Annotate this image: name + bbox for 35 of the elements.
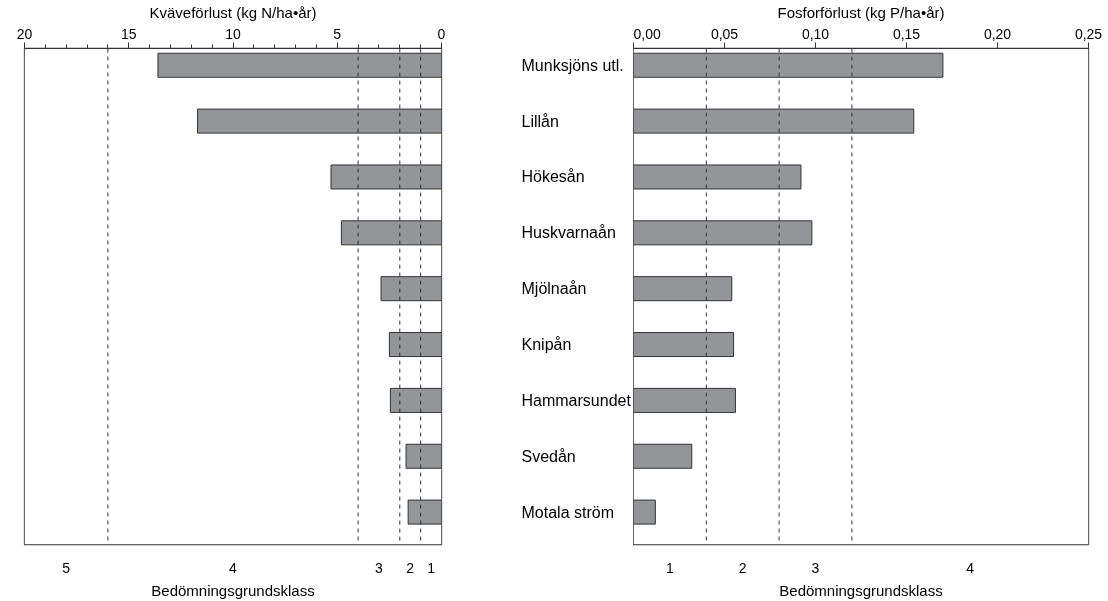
y-tick-label: Svedån [521,447,576,465]
band-label: 1 [427,559,436,576]
x-tick-label: 20 [16,25,33,42]
x-tick-label: 0 [437,25,446,42]
band-label: 5 [62,559,71,576]
band-label: 2 [738,559,747,576]
x-tick-label: 5 [333,25,342,42]
band-label: 4 [966,559,975,576]
x-tick-label: 0,00 [633,25,661,42]
x-tick-label: 0,25 [1074,25,1103,42]
text: Bedömningsgrundsklass [779,581,943,599]
x-tick-label: 0,10 [801,25,830,42]
x-tick-label: 15 [120,25,137,42]
y-tick-label: Motala ström [521,503,614,521]
y-tick-label: Huskvarnaån [521,224,616,242]
bar [633,499,656,525]
x-axis-title: Fosforförlust (kg P/ha•år) [777,3,945,21]
x-tick-label: 0,05 [710,25,739,42]
y-tick-label: Hökesån [521,168,585,186]
y-tick-label: Hammarsundet [521,391,632,409]
x-tick-label: 10 [225,25,241,42]
x-tick-label: 0,20 [983,25,1012,42]
x-axis-title: Kväveförlust (kg N/ha•år) [149,3,317,21]
band-label: 1 [666,559,675,576]
x-tick-label: 0,15 [892,25,921,42]
y-tick-label: Lillån [521,112,559,130]
y-tick-label: Knipån [521,336,572,354]
band-label: 2 [406,559,415,576]
y-tick-label: Munksjöns utl. [521,56,624,74]
bar [633,443,693,469]
y-tick-label: Mjölnaån [521,280,587,298]
text: Bedömningsgrundsklass [151,581,315,599]
band-label: 3 [811,559,820,576]
band-label: 3 [375,559,384,576]
band-label: 4 [229,559,238,576]
